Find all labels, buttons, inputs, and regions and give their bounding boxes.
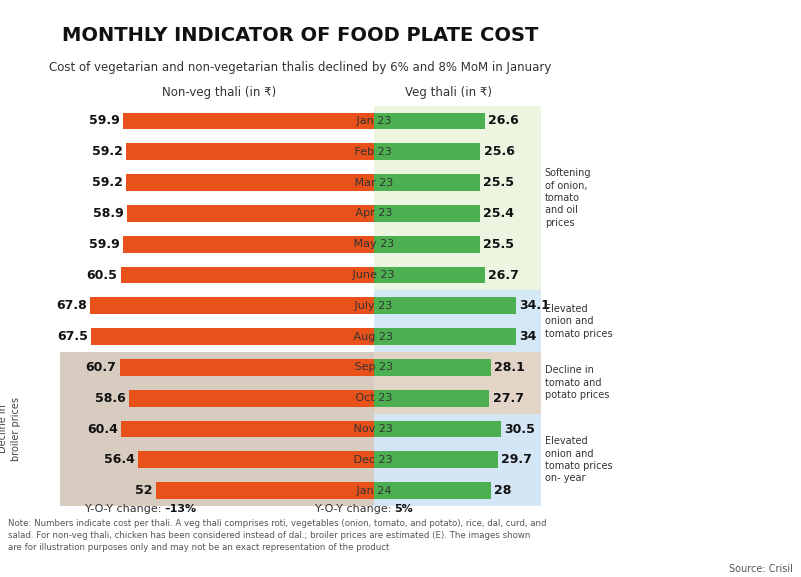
Text: 34: 34 <box>519 330 537 343</box>
Text: 26.6: 26.6 <box>488 114 519 128</box>
Text: MONTHLY INDICATOR OF FOOD PLATE COST: MONTHLY INDICATOR OF FOOD PLATE COST <box>62 26 538 45</box>
Bar <box>60 352 373 414</box>
Text: 60.5: 60.5 <box>87 268 117 282</box>
Text: Source: Crisil: Source: Crisil <box>729 564 793 574</box>
Text: 59.2: 59.2 <box>92 176 123 189</box>
Bar <box>373 174 480 191</box>
Bar <box>120 359 373 376</box>
Text: Note: Numbers indicate cost per thali. A veg thali comprises roti, vegetables (o: Note: Numbers indicate cost per thali. A… <box>8 519 546 552</box>
Text: 52: 52 <box>135 484 153 497</box>
Text: Aug 23: Aug 23 <box>350 332 396 342</box>
Text: 58.6: 58.6 <box>95 392 125 404</box>
Bar <box>373 352 541 414</box>
Text: 5%: 5% <box>394 504 413 514</box>
Bar <box>373 236 480 253</box>
Text: Dec 23: Dec 23 <box>351 455 396 465</box>
Bar <box>373 113 485 129</box>
Text: July 23: July 23 <box>351 301 396 311</box>
Text: 34.1: 34.1 <box>519 299 550 312</box>
Text: June 23: June 23 <box>349 270 398 280</box>
Text: 28.1: 28.1 <box>494 361 525 374</box>
Bar <box>373 328 516 345</box>
Text: Jan 23: Jan 23 <box>352 116 394 126</box>
Bar <box>138 451 373 469</box>
Bar <box>373 359 491 376</box>
Text: Jan 24: Jan 24 <box>352 486 395 496</box>
Text: 59.2: 59.2 <box>92 145 123 158</box>
Text: Softening
of onion,
tomato
and oil
prices: Softening of onion, tomato and oil price… <box>545 168 591 228</box>
Bar <box>123 236 373 253</box>
Bar <box>373 451 497 469</box>
Bar <box>129 389 373 407</box>
Text: 26.7: 26.7 <box>489 268 519 282</box>
Bar <box>127 205 373 222</box>
Text: 59.9: 59.9 <box>89 238 120 250</box>
Text: Elevated
onion and
tomato prices
on- year: Elevated onion and tomato prices on- yea… <box>545 436 612 484</box>
Text: May 23: May 23 <box>349 239 397 249</box>
Text: 58.9: 58.9 <box>93 207 124 220</box>
Text: 59.9: 59.9 <box>89 114 120 128</box>
Text: Sep 23: Sep 23 <box>351 362 396 372</box>
Text: 30.5: 30.5 <box>505 422 535 436</box>
Text: 67.8: 67.8 <box>56 299 87 312</box>
Text: –13%: –13% <box>164 504 197 514</box>
Text: 29.7: 29.7 <box>501 454 532 466</box>
Bar <box>373 482 490 499</box>
Bar <box>126 143 373 160</box>
Text: 28: 28 <box>494 484 511 497</box>
Text: 67.5: 67.5 <box>57 330 88 343</box>
Bar <box>156 482 373 499</box>
Text: 60.7: 60.7 <box>86 361 116 374</box>
Bar <box>373 267 485 283</box>
Bar <box>373 290 541 352</box>
Text: Y-O-Y change:: Y-O-Y change: <box>315 504 394 514</box>
Bar <box>60 290 373 352</box>
Text: Cost of vegetarian and non-vegetarian thalis declined by 6% and 8% MoM in Januar: Cost of vegetarian and non-vegetarian th… <box>49 61 552 74</box>
Bar <box>373 297 516 314</box>
Text: Non-veg thali (in ₹): Non-veg thali (in ₹) <box>162 87 276 99</box>
Text: Oct 23: Oct 23 <box>352 393 396 403</box>
Text: 56.4: 56.4 <box>103 454 135 466</box>
Bar <box>373 421 501 437</box>
Bar <box>373 143 481 160</box>
Bar <box>91 297 373 314</box>
Text: Decline in
broiler prices: Decline in broiler prices <box>0 397 21 461</box>
Bar <box>373 389 489 407</box>
Text: Decline in
tomato and
potato prices: Decline in tomato and potato prices <box>545 365 609 400</box>
Bar <box>91 328 373 345</box>
Text: Elevated
onion and
tomato prices: Elevated onion and tomato prices <box>545 304 612 339</box>
Text: 25.5: 25.5 <box>484 176 514 189</box>
Text: Apr 23: Apr 23 <box>352 208 396 219</box>
Text: Nov 23: Nov 23 <box>350 424 396 434</box>
Bar <box>121 421 373 437</box>
Bar <box>373 106 541 290</box>
Bar <box>60 414 373 506</box>
Text: 25.4: 25.4 <box>483 207 514 220</box>
Bar <box>60 106 373 290</box>
Text: 27.7: 27.7 <box>493 392 524 404</box>
Bar <box>373 414 541 506</box>
Text: Mar 23: Mar 23 <box>351 178 396 188</box>
Bar <box>373 205 480 222</box>
Text: Feb 23: Feb 23 <box>352 147 396 157</box>
Bar <box>123 113 373 129</box>
Text: 25.5: 25.5 <box>484 238 514 250</box>
Text: 25.6: 25.6 <box>484 145 515 158</box>
Bar <box>121 267 373 283</box>
Text: 60.4: 60.4 <box>87 422 118 436</box>
Text: Y-O-Y change:: Y-O-Y change: <box>85 504 164 514</box>
Text: Veg thali (in ₹): Veg thali (in ₹) <box>405 87 493 99</box>
Bar <box>126 174 373 191</box>
